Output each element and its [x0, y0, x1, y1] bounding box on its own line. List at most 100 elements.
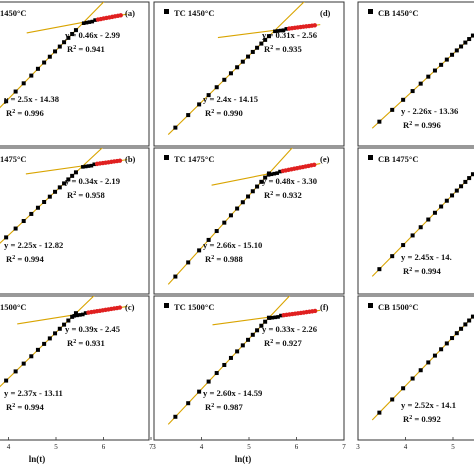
data-point — [235, 206, 240, 211]
data-point — [222, 220, 227, 225]
fit-r2: R2 = 0.931 — [67, 338, 105, 348]
data-point — [432, 68, 437, 73]
data-point — [90, 19, 95, 24]
data-point — [259, 179, 264, 184]
data-point — [401, 97, 406, 102]
fit-r2: R2 = 0.990 — [205, 108, 243, 118]
fit-line-steep — [167, 148, 293, 285]
fit-r2: R2 = 0.996 — [403, 120, 441, 130]
data-point — [57, 185, 62, 190]
data-point — [266, 34, 271, 39]
data-point — [410, 233, 415, 238]
data-point — [70, 31, 75, 36]
data-point — [444, 198, 449, 203]
data-point — [273, 29, 277, 34]
data-point — [263, 37, 268, 42]
panel-title: 1450°C — [0, 8, 27, 18]
data-point — [93, 18, 97, 22]
data-point — [463, 179, 468, 184]
data-point — [275, 29, 280, 33]
x-tick-label: 4 — [7, 443, 11, 451]
data-point — [78, 313, 82, 317]
data-point — [401, 243, 406, 248]
fit-equation: y = 2.5x - 14.38 — [4, 94, 60, 104]
data-point — [228, 71, 233, 76]
fit-r2: R2 = 0.994 — [6, 402, 44, 412]
saturation-point — [117, 158, 123, 163]
panel-title: CB 1475°C — [378, 154, 418, 164]
data-point — [450, 193, 455, 198]
data-point — [276, 315, 280, 319]
data-point — [410, 89, 415, 94]
data-point — [83, 164, 88, 169]
panel-h: CB 1475°C y = 2.45x - 14. R2 = 0.994 — [357, 147, 474, 295]
legend-marker — [368, 303, 373, 308]
data-point — [86, 164, 91, 168]
data-point — [259, 41, 264, 46]
fit-line-steep — [371, 314, 474, 421]
data-point — [87, 20, 92, 24]
data-point — [459, 184, 464, 189]
panel-frame — [153, 295, 345, 441]
data-point — [29, 211, 34, 216]
data-point — [197, 389, 202, 394]
data-point — [222, 77, 227, 82]
saturation-point — [312, 23, 318, 28]
panel-frame — [153, 147, 345, 295]
data-point — [467, 37, 472, 42]
data-point — [272, 171, 277, 176]
data-point — [89, 163, 94, 168]
data-point — [454, 331, 459, 336]
x-tick-label: 7 — [149, 443, 153, 451]
panel-frame — [0, 295, 150, 441]
data-point — [70, 173, 75, 178]
data-point — [57, 326, 62, 331]
panel-title: TC 1500°C — [174, 302, 214, 312]
panel-title: TC 1475°C — [174, 154, 214, 164]
data-point — [80, 312, 85, 317]
data-point — [66, 177, 71, 182]
legend-marker — [164, 303, 169, 308]
data-point — [72, 314, 77, 318]
data-point — [279, 313, 283, 318]
fit-equation: y = 2.37x - 13.11 — [4, 388, 63, 398]
fit-r2: R2 = 0.927 — [264, 338, 302, 348]
data-point — [467, 318, 472, 323]
data-point — [470, 172, 474, 177]
data-point — [83, 311, 88, 315]
data-point — [426, 360, 431, 365]
legend-marker — [368, 155, 373, 160]
data-point — [21, 219, 26, 224]
fit-equation: y = 2.45x - 14. — [401, 252, 452, 262]
data-point — [73, 28, 78, 33]
data-point — [53, 49, 58, 54]
data-point — [454, 188, 459, 193]
data-point — [92, 162, 97, 167]
data-point — [173, 125, 178, 130]
data-point — [267, 316, 272, 320]
fit-equation: y = 2.25x - 12.82 — [4, 240, 63, 250]
data-point — [259, 323, 264, 328]
data-point — [222, 362, 227, 367]
panel-label: (f) — [320, 302, 329, 312]
data-point — [284, 27, 289, 31]
data-point — [250, 189, 255, 194]
data-point — [467, 176, 472, 181]
fit-equation: y = 2.66x - 15.10 — [203, 240, 262, 250]
data-point — [66, 318, 71, 323]
panel-i: CB 1500°C y = 2.52x - 14.1 R2 = 0.992 3 4 5 — [356, 295, 474, 451]
panel-title: TC 1450°C — [174, 8, 214, 18]
data-point — [454, 48, 459, 53]
data-point — [214, 229, 219, 234]
x-tick-label: 6 — [295, 443, 299, 451]
saturation-point — [117, 305, 123, 310]
fit-r2: R2 = 0.988 — [205, 254, 243, 264]
data-point — [4, 378, 9, 383]
x-tick-label: 4 — [200, 443, 204, 451]
data-point — [390, 107, 395, 112]
data-point — [21, 361, 26, 366]
data-point — [42, 341, 47, 346]
data-point — [444, 57, 449, 62]
fit-line-steep — [371, 172, 474, 277]
data-point — [81, 165, 85, 169]
